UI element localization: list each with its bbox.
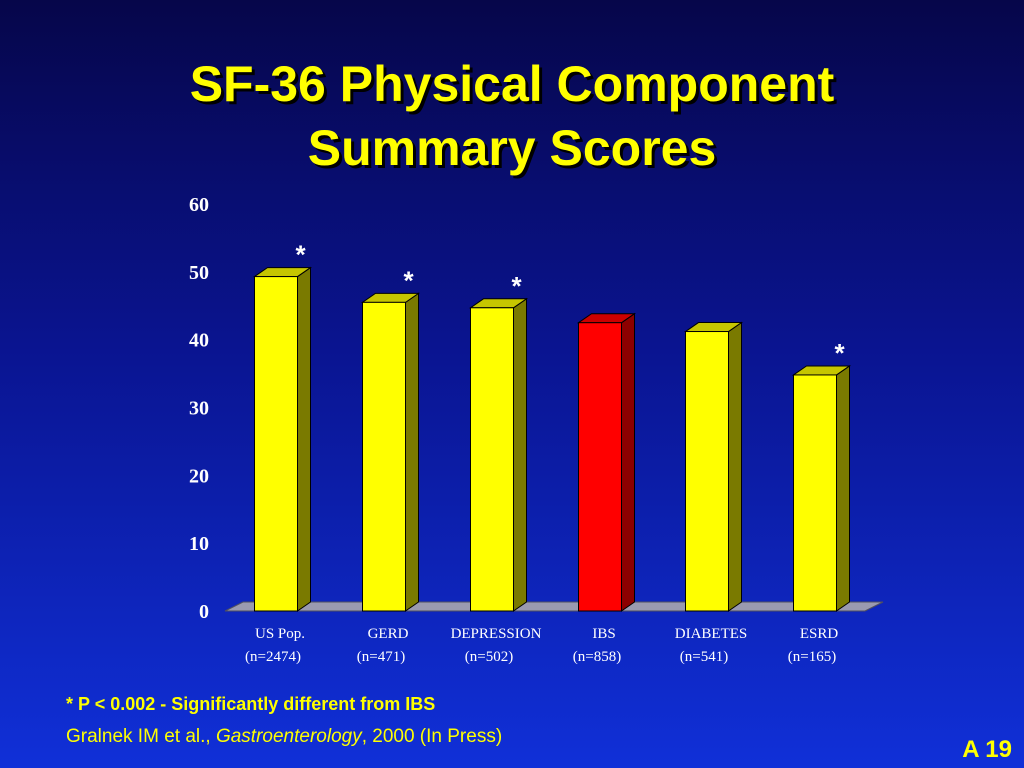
citation: Gralnek IM et al., Gastroenterology, 200… — [66, 726, 502, 748]
bar — [362, 301, 406, 612]
sample-size-label: (n=471) — [357, 649, 405, 665]
y-tick-label: 40 — [189, 330, 209, 352]
y-tick-label: 50 — [189, 262, 209, 284]
sample-size-label: (n=502) — [465, 649, 513, 665]
sample-size-label: (n=165) — [788, 649, 836, 665]
bar — [578, 322, 622, 612]
bar-side — [297, 266, 311, 612]
bar — [470, 307, 514, 612]
slide-title: SF-36 Physical Component Summary Scores — [0, 52, 1024, 180]
sample-size-label: (n=858) — [573, 649, 621, 665]
y-tick-label: 20 — [189, 465, 209, 487]
significance-marker: * — [403, 265, 414, 295]
bar — [685, 331, 729, 612]
y-tick-label: 10 — [189, 533, 209, 555]
x-tick-label: IBS — [592, 626, 615, 642]
bar — [254, 276, 298, 612]
bar-side — [836, 364, 850, 612]
citation-journal: Gastroenterology — [215, 726, 362, 747]
chart-floor — [224, 601, 884, 612]
significance-footnote: * P < 0.002 - Significantly different fr… — [66, 694, 436, 714]
x-tick-label: GERD — [368, 626, 409, 642]
x-tick-label: ESRD — [800, 626, 839, 642]
y-tick-label: 0 — [199, 601, 209, 623]
citation-rest: , 2000 (In Press) — [361, 726, 503, 747]
y-tick-label: 60 — [189, 194, 209, 216]
bar-side — [405, 292, 419, 612]
bar-side — [728, 321, 742, 612]
y-tick-label: 30 — [189, 398, 209, 420]
bar-side — [621, 312, 635, 612]
sample-size-label: (n=2474) — [245, 649, 301, 665]
title-line-1: SF-36 Physical Component — [189, 56, 835, 112]
x-tick-label: US Pop. — [255, 626, 305, 642]
x-tick-label: DEPRESSION — [451, 626, 542, 642]
significance-marker: * — [834, 338, 845, 368]
significance-marker: * — [295, 240, 306, 270]
x-tick-label: DIABETES — [675, 626, 748, 642]
title-line-2: Summary Scores — [307, 120, 717, 176]
sample-size-label: (n=541) — [680, 649, 728, 665]
citation-authors: Gralnek IM et al., — [66, 726, 216, 747]
significance-marker: * — [511, 271, 522, 301]
bar-side — [513, 297, 527, 612]
slide-number: A 19 — [962, 736, 1012, 763]
bar — [793, 374, 837, 612]
